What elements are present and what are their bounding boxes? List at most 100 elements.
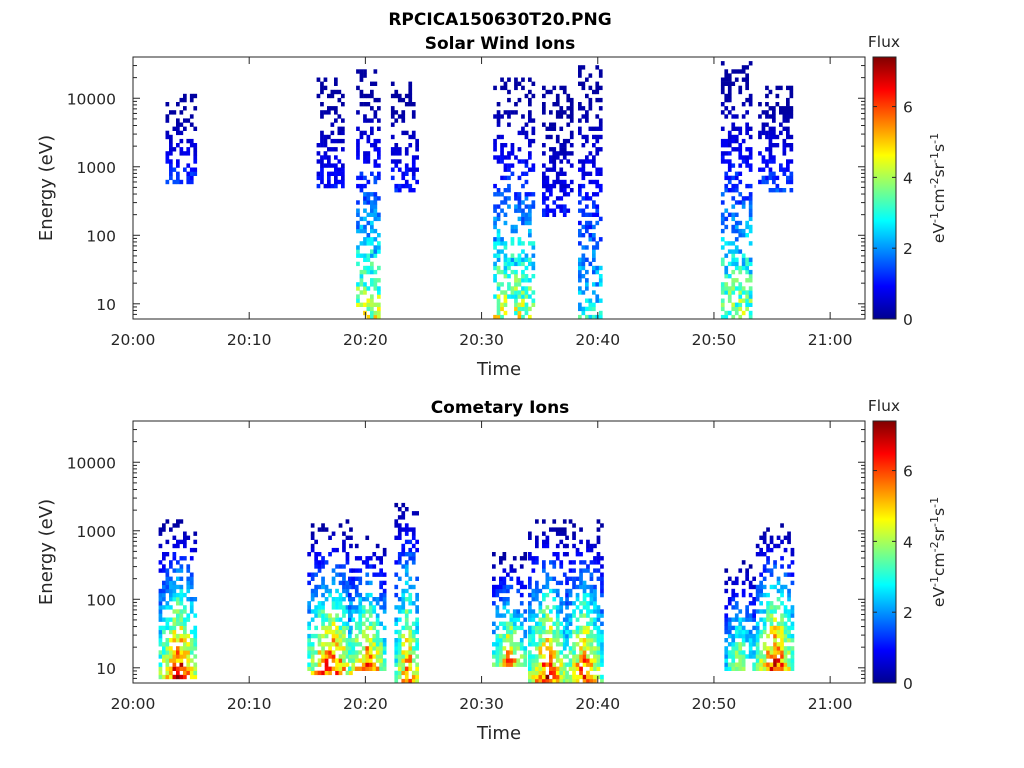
heatmap-cell — [356, 143, 360, 148]
heatmap-cell — [528, 629, 532, 635]
heatmap-cell — [165, 666, 170, 671]
heatmap-cell — [514, 282, 518, 287]
heatmap-cell — [342, 625, 346, 631]
heatmap-cell — [545, 629, 550, 635]
heatmap-cell — [783, 605, 788, 610]
heatmap-cell — [496, 228, 501, 234]
heatmap-cell — [493, 204, 497, 209]
heatmap-cell — [734, 249, 739, 254]
heatmap-cell — [542, 200, 546, 205]
heatmap-cell — [415, 576, 419, 581]
heatmap-cell — [748, 654, 753, 659]
heatmap-cell — [787, 650, 791, 655]
heatmap-cell — [724, 183, 729, 189]
heatmap-cell — [555, 658, 560, 663]
heatmap-cell — [351, 642, 356, 647]
heatmap-cell — [158, 674, 163, 680]
colorbar-title: Flux — [868, 33, 900, 51]
heatmap-cell — [545, 188, 550, 193]
heatmap-cell — [575, 642, 580, 647]
heatmap-cell — [186, 151, 191, 156]
heatmap-cell — [588, 306, 593, 312]
heatmap-cell — [363, 269, 367, 275]
heatmap-cell — [528, 204, 532, 209]
heatmap-cell — [765, 147, 769, 152]
heatmap-cell — [592, 163, 596, 168]
heatmap-cell — [179, 576, 184, 581]
heatmap-cell — [509, 617, 514, 622]
heatmap-cell — [748, 617, 753, 622]
heatmap-cell — [595, 81, 600, 86]
heatmap-cell — [738, 302, 743, 307]
heatmap-cell — [581, 196, 586, 201]
heatmap-cell — [514, 290, 518, 295]
heatmap-cell — [776, 580, 781, 586]
heatmap-cell — [745, 163, 749, 168]
heatmap-cell — [542, 625, 546, 631]
heatmap-cell — [731, 269, 736, 275]
heatmap-cell — [314, 552, 318, 557]
heatmap-cell — [755, 584, 760, 590]
heatmap-cell — [172, 523, 177, 528]
heatmap-cell — [589, 642, 594, 647]
heatmap-cell — [727, 642, 732, 647]
heatmap-cell — [745, 306, 749, 312]
heatmap-cell — [761, 179, 766, 185]
heatmap-cell — [349, 638, 353, 643]
heatmap-cell — [365, 666, 370, 671]
heatmap-cell — [745, 159, 749, 164]
heatmap-cell — [341, 171, 345, 176]
heatmap-cell — [727, 662, 732, 667]
heatmap-cell — [345, 560, 350, 565]
heatmap-cell — [334, 138, 338, 144]
heatmap-cell — [773, 662, 777, 667]
heatmap-cell — [366, 265, 371, 271]
heatmap-cell — [183, 118, 187, 123]
heatmap-cell — [589, 592, 594, 598]
heatmap-cell — [524, 286, 529, 291]
heatmap-cell — [780, 654, 784, 659]
heatmap-cell — [162, 654, 166, 659]
heatmap-cell — [578, 188, 582, 193]
heatmap-cell — [401, 666, 406, 671]
heatmap-cell — [559, 539, 564, 545]
heatmap-cell — [559, 560, 564, 565]
heatmap-cell — [528, 584, 532, 590]
heatmap-cell — [745, 126, 749, 131]
heatmap-cell — [575, 678, 580, 684]
heatmap-cell — [404, 507, 409, 512]
heatmap-cell — [790, 658, 795, 663]
heatmap-cell — [335, 633, 339, 639]
heatmap-cell — [748, 183, 753, 189]
heatmap-cell — [542, 110, 546, 115]
heatmap-cell — [331, 547, 336, 553]
heatmap-cell — [503, 155, 508, 160]
heatmap-cell — [307, 605, 311, 610]
heatmap-cell — [183, 592, 187, 598]
heatmap-cell — [731, 228, 736, 234]
heatmap-cell — [720, 126, 725, 131]
heatmap-cell — [338, 666, 343, 671]
heatmap-cell — [172, 584, 177, 590]
heatmap-cell — [492, 592, 496, 598]
heatmap-cell — [514, 77, 518, 82]
heatmap-cell — [404, 666, 409, 671]
heatmap-cell — [368, 642, 373, 647]
heatmap-cell — [394, 674, 399, 680]
heatmap-cell — [162, 629, 166, 635]
heatmap-cell — [330, 130, 335, 136]
heatmap-cell — [377, 106, 381, 111]
heatmap-cell — [183, 650, 187, 655]
heatmap-cell — [565, 580, 569, 586]
heatmap-cell — [775, 85, 780, 91]
heatmap-cell — [375, 621, 380, 626]
heatmap-cell — [165, 646, 170, 651]
heatmap-cell — [748, 642, 753, 647]
heatmap-cell — [373, 179, 378, 185]
heatmap-cell — [535, 556, 539, 561]
heatmap-cell — [741, 138, 746, 144]
heatmap-cell — [328, 670, 332, 676]
heatmap-cell — [519, 556, 524, 561]
heatmap-cell — [158, 588, 163, 594]
heatmap-cell — [506, 629, 510, 635]
